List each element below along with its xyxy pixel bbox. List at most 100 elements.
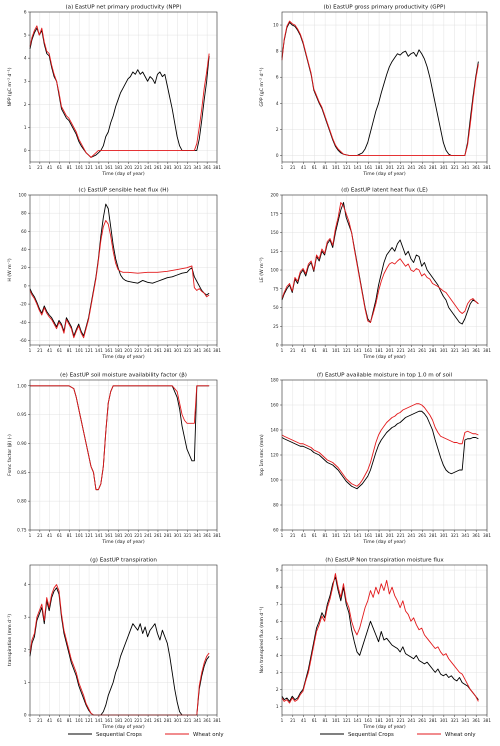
x-tick-label-281: 281 (164, 533, 172, 538)
x-tick-label-141: 141 (354, 165, 362, 170)
x-tick-label-121: 121 (343, 718, 351, 723)
x-tick-label-161: 161 (105, 165, 113, 170)
x-tick-label-341: 341 (193, 718, 201, 723)
x-tick-label-1: 1 (29, 718, 32, 723)
plot-frame (281, 564, 488, 716)
x-tick-label-301: 301 (174, 533, 182, 538)
x-tick-label-21: 21 (290, 533, 296, 538)
x-tick-label-341: 341 (193, 165, 201, 170)
y-tick-label-4: 4 (24, 582, 27, 587)
x-tick-label-221: 221 (397, 533, 405, 538)
y-tick-label-10: 10 (273, 23, 279, 28)
series-line-wheat-only (29, 25, 210, 158)
x-tick-label-321: 321 (183, 533, 191, 538)
x-tick-label-81: 81 (322, 533, 328, 538)
series-line-wheat-only (29, 219, 210, 339)
x-tick-label-121: 121 (343, 348, 351, 353)
x-tick-label-321: 321 (451, 533, 459, 538)
x-axis-label: Time (day of year) (362, 539, 406, 545)
y-tick-label-1-00: 1.00 (17, 383, 27, 388)
x-tick-label-1: 1 (29, 165, 32, 170)
y-tick-label-6: 6 (276, 619, 279, 624)
x-tick-label-241: 241 (144, 348, 152, 353)
x-tick-label-321: 321 (451, 718, 459, 723)
x-tick-label-221: 221 (134, 718, 142, 723)
y-tick-label-175: 175 (271, 211, 279, 216)
x-tick-label-61: 61 (57, 165, 63, 170)
x-tick-label-1: 1 (281, 533, 284, 538)
x-tick-label-281: 281 (429, 533, 437, 538)
x-tick-label-101: 101 (75, 718, 83, 723)
x-tick-label-81: 81 (67, 718, 73, 723)
x-tick-label-121: 121 (343, 165, 351, 170)
y-tick-label-9: 9 (276, 568, 279, 573)
y-axis-label: GPP (gC m⁻² d⁻¹) (259, 67, 265, 106)
x-tick-label-141: 141 (95, 165, 103, 170)
x-tick-label-81: 81 (67, 165, 73, 170)
x-tick-label-41: 41 (301, 348, 307, 353)
y-tick-label-180: 180 (271, 378, 279, 383)
x-tick-label-261: 261 (154, 533, 162, 538)
legend: Sequential Crops Wheat only Sequential C… (68, 732, 476, 738)
x-tick-label-41: 41 (301, 533, 307, 538)
x-tick-label-141: 141 (95, 533, 103, 538)
x-tick-label-341: 341 (461, 165, 469, 170)
y-tick-label-2: 2 (24, 102, 27, 107)
x-tick-label-301: 301 (174, 718, 182, 723)
y-tick-label-25: 25 (273, 324, 279, 329)
x-tick-label-221: 221 (134, 348, 142, 353)
x-tick-label-161: 161 (364, 718, 372, 723)
x-tick-label-61: 61 (57, 348, 63, 353)
x-tick-label-241: 241 (407, 165, 415, 170)
y-axis-label: LE (W m⁻²) (259, 257, 265, 282)
x-tick-label-201: 201 (386, 533, 394, 538)
plot-frame (29, 379, 218, 531)
x-tick-label-261: 261 (154, 718, 162, 723)
x-tick-label-281: 281 (429, 165, 437, 170)
x-tick-label-381: 381 (483, 165, 491, 170)
x-tick-label-141: 141 (354, 348, 362, 353)
x-tick-label-201: 201 (124, 718, 132, 723)
x-tick-label-181: 181 (375, 165, 383, 170)
x-tick-label-321: 321 (183, 718, 191, 723)
y-tick-label-0: 0 (276, 343, 279, 348)
y-tick-label-3: 3 (24, 615, 27, 620)
x-tick-label-241: 241 (407, 718, 415, 723)
x-tick-label-201: 201 (386, 348, 394, 353)
x-tick-label-41: 41 (47, 348, 53, 353)
x-tick-label-381: 381 (213, 533, 221, 538)
x-tick-label-221: 221 (134, 165, 142, 170)
x-tick-label-81: 81 (322, 165, 328, 170)
legend-label-sequential-crops: Sequential Crops (96, 732, 142, 738)
y-tick-label-160: 160 (271, 403, 279, 408)
x-axis-label: Time (day of year) (101, 539, 145, 545)
y-tick-label-0-85: 0.85 (17, 470, 27, 475)
y-tick-label-4: 4 (276, 101, 279, 106)
x-tick-label-181: 181 (115, 718, 123, 723)
series-line-wheat-only (281, 403, 479, 487)
x-tick-label-241: 241 (407, 348, 415, 353)
y-tick-label-8: 8 (276, 49, 279, 54)
x-tick-label-321: 321 (451, 348, 459, 353)
x-axis-label: Time (day of year) (101, 354, 145, 360)
y-tick-label-200: 200 (271, 193, 279, 198)
y-tick-label-50: 50 (273, 305, 279, 310)
y-tick-label-1: 1 (24, 680, 27, 685)
x-tick-label-101: 101 (332, 165, 340, 170)
plot-frame (29, 564, 218, 716)
y-tick-label-4: 4 (24, 56, 27, 61)
y-tick-label-0: 0 (24, 148, 27, 153)
y-tick-label-2: 2 (24, 647, 27, 652)
x-tick-label-261: 261 (154, 165, 162, 170)
x-tick-label-261: 261 (418, 533, 426, 538)
x-tick-label-321: 321 (451, 165, 459, 170)
x-tick-label-381: 381 (213, 718, 221, 723)
x-tick-label-1: 1 (29, 533, 32, 538)
y-tick-label-120: 120 (271, 453, 279, 458)
y-tick-label-4: 4 (276, 653, 279, 658)
chart-title: (e) EastUP soil moisture availability fa… (60, 373, 187, 379)
panel-4: 1 21 41 61 81 101 121 141 161 181 201 221 241 261 281 3… (7, 373, 221, 546)
x-tick-label-341: 341 (193, 348, 201, 353)
